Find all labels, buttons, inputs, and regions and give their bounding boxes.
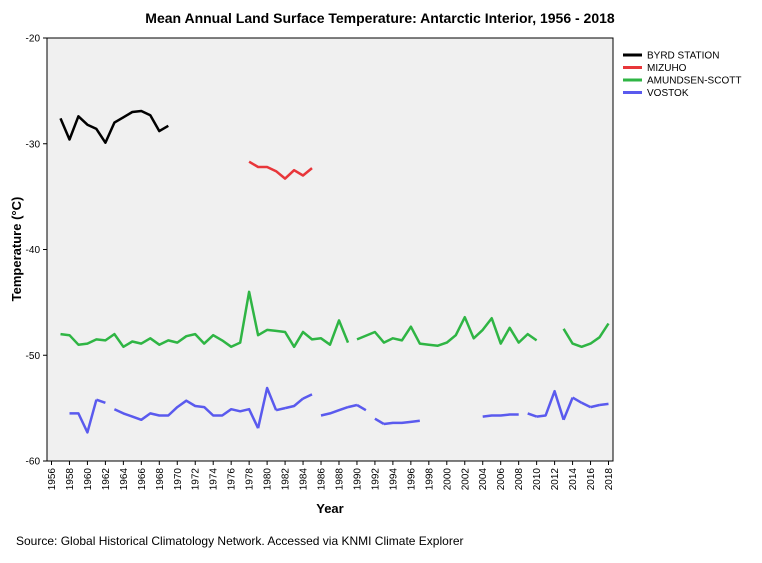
- x-tick-label: 1960: [83, 468, 94, 491]
- series-line-vostok: [113, 399, 260, 429]
- series-line-amundsen-scott: [562, 322, 610, 349]
- series-line-vostok: [527, 412, 538, 418]
- series-line-amundsen-scott: [356, 315, 538, 347]
- x-tick-label: 1984: [299, 468, 310, 491]
- legend-label: VOSTOK: [647, 88, 689, 99]
- x-tick-label: 1986: [317, 468, 328, 491]
- series-line-mizuho: [248, 160, 313, 180]
- series-line-vostok: [599, 402, 609, 407]
- x-axis: 1956 1958 1960 1962 1964 1966 1968 1970 1972 1974…: [47, 461, 615, 490]
- chart-title: Mean Annual Land Surface Temperature: An…: [145, 10, 615, 26]
- series-line-byrd-station: [59, 109, 169, 144]
- series-line-vostok: [383, 419, 420, 426]
- source-note: Source: Global Historical Climatology Ne…: [16, 534, 464, 548]
- legend-label: BYRD STATION: [647, 51, 719, 62]
- x-tick-label: 2004: [478, 468, 489, 491]
- x-tick-label: 2012: [550, 468, 561, 491]
- x-tick-label: 1980: [263, 468, 274, 491]
- series-line-vostok: [302, 393, 313, 400]
- series-line-vostok: [284, 397, 304, 410]
- series-line-vostok: [275, 406, 286, 412]
- x-tick-label: 1956: [47, 468, 58, 491]
- x-tick-label: 2008: [514, 468, 525, 491]
- legend-label: AMUNDSEN-SCOTT: [647, 76, 741, 87]
- x-tick-label: 1958: [65, 468, 76, 491]
- y-tick-label: -20: [26, 34, 41, 45]
- x-tick-label: 1988: [334, 468, 345, 491]
- series-line-vostok: [347, 403, 358, 409]
- x-tick-label: 1962: [101, 468, 112, 491]
- series-line-amundsen-scott: [60, 290, 350, 349]
- series-line-vostok: [536, 389, 565, 421]
- x-tick-label: 1976: [227, 468, 238, 491]
- x-tick-label: 1968: [155, 468, 166, 491]
- x-tick-label: 1978: [245, 468, 256, 491]
- x-tick-label: 1970: [173, 468, 184, 491]
- y-tick-label: -50: [26, 351, 41, 362]
- x-tick-label: 1972: [191, 468, 202, 491]
- series-line-vostok: [590, 403, 600, 409]
- x-tick-label: 2000: [442, 468, 453, 491]
- series-layer: [59, 109, 610, 434]
- series-line-vostok: [482, 413, 519, 418]
- x-tick-label: 2006: [496, 468, 507, 491]
- y-tick-label: -40: [26, 245, 41, 256]
- series-line-vostok: [562, 397, 574, 421]
- series-line-vostok: [256, 386, 278, 429]
- y-axis-label: Temperature (°C): [9, 197, 24, 302]
- plot-area: [46, 37, 614, 462]
- x-tick-label: 2010: [532, 468, 543, 491]
- x-tick-label: 1998: [424, 468, 435, 491]
- x-tick-label: 1974: [209, 468, 220, 491]
- x-tick-label: 2018: [604, 468, 615, 491]
- y-axis: -60 -50 -40 -30 -20: [26, 34, 47, 468]
- series-line-vostok: [571, 396, 583, 404]
- legend-label: MIZUHO: [647, 63, 687, 74]
- x-tick-label: 2014: [568, 468, 579, 491]
- x-tick-label: 1996: [406, 468, 417, 491]
- series-line-vostok: [95, 398, 106, 404]
- x-tick-label: 1982: [281, 468, 292, 491]
- x-tick-label: 1990: [352, 468, 363, 491]
- x-tick-label: 2002: [460, 468, 471, 491]
- x-tick-label: 1964: [119, 468, 130, 491]
- y-tick-label: -30: [26, 139, 41, 150]
- x-axis-label: Year: [316, 501, 343, 516]
- series-line-vostok: [581, 401, 592, 409]
- series-line-vostok: [374, 417, 385, 426]
- x-tick-label: 1992: [370, 468, 381, 491]
- series-line-vostok: [356, 403, 367, 412]
- series-line-vostok: [320, 405, 349, 417]
- x-tick-label: 1966: [137, 468, 148, 491]
- x-tick-label: 2016: [586, 468, 597, 491]
- series-line-vostok: [69, 399, 98, 434]
- y-tick-label: -60: [26, 457, 41, 468]
- x-tick-label: 1994: [388, 468, 399, 491]
